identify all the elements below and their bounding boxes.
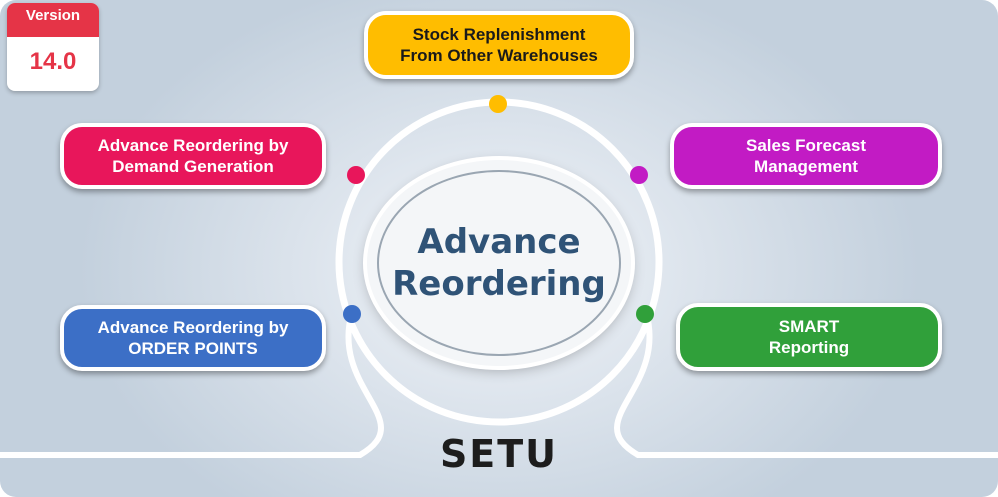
center-hub: Advance Reordering xyxy=(367,160,631,366)
center-title-line2: Reordering xyxy=(392,264,606,304)
center-title-line1: Advance xyxy=(417,222,581,262)
feature-smart-reporting: SMART Reporting xyxy=(676,303,942,371)
brand-name: SETU xyxy=(439,432,559,476)
feature-order-points: Advance Reordering by ORDER POINTS xyxy=(60,305,326,371)
connector-dot-blue xyxy=(343,305,361,323)
connector-dot-pink xyxy=(347,166,365,184)
version-number: 14.0 xyxy=(29,48,77,75)
feature-demand-generation: Advance Reordering by Demand Generation xyxy=(60,123,326,189)
version-label: Version xyxy=(7,3,99,37)
center-hub-ring xyxy=(377,170,621,356)
connector-dot-purple xyxy=(630,166,648,184)
feature-stock-replenishment: Stock Replenishment From Other Warehouse… xyxy=(364,11,634,79)
connector-dot-yellow xyxy=(489,95,507,113)
version-badge: Version 14.0 xyxy=(7,3,99,91)
feature-sales-forecast: Sales Forecast Management xyxy=(670,123,942,189)
connector-dot-green xyxy=(636,305,654,323)
